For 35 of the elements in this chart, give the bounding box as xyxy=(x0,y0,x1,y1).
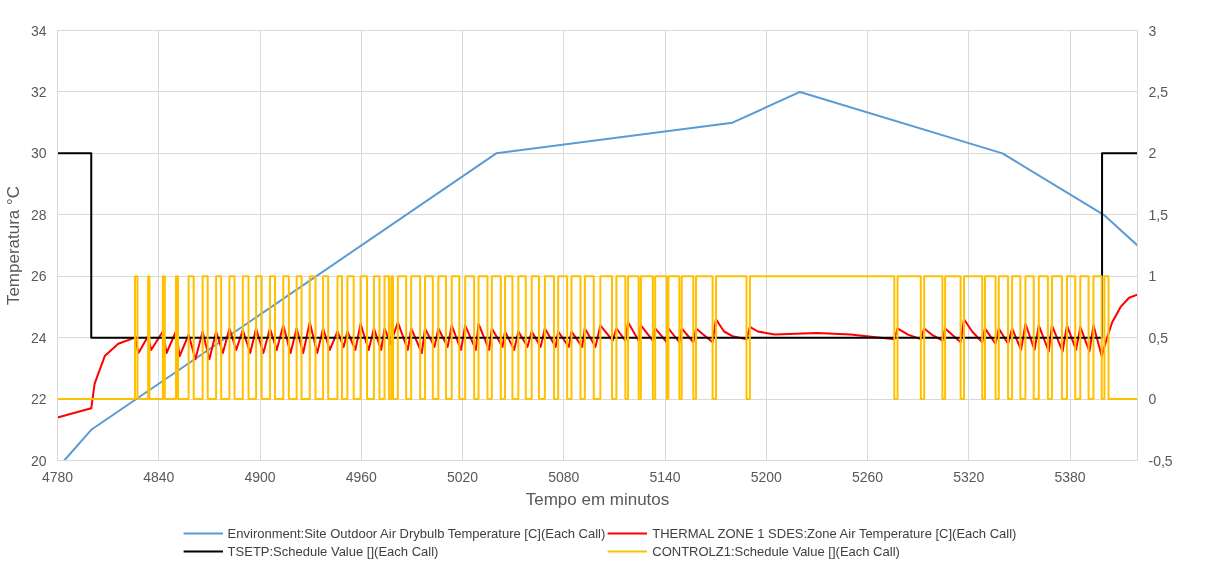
y-tick-label: 32 xyxy=(30,83,47,100)
x-tick-label: 5020 xyxy=(446,468,479,485)
y-tick-label: 20 xyxy=(30,452,47,469)
legend-label: TSETP:Schedule Value [](Each Call) xyxy=(227,543,439,559)
x-tick-label: 5200 xyxy=(750,468,783,485)
line-series xyxy=(63,90,1138,461)
y-tick-label: 22 xyxy=(30,391,47,408)
y2-tick-label: 0,5 xyxy=(1148,329,1169,346)
y-tick-label: 28 xyxy=(30,206,47,223)
y2-tick-label: 1 xyxy=(1148,268,1157,285)
y-tick-label: 24 xyxy=(30,329,47,346)
y2-tick-label: 2,5 xyxy=(1148,83,1169,100)
x-tick-label: 4840 xyxy=(143,468,175,485)
y2-tick-label: 3 xyxy=(1148,22,1157,39)
legend-label: THERMAL ZONE 1 SDES:Zone Air Temperature [C](Each Call) xyxy=(652,525,1017,541)
y2-tick-label: -0,5 xyxy=(1148,452,1173,469)
x-tick-label: 5080 xyxy=(548,468,580,485)
x-tick-label: 4960 xyxy=(345,468,378,485)
x-tick-label: 5320 xyxy=(953,468,985,485)
y2-tick-label: 1,5 xyxy=(1148,206,1169,223)
y2-tick-label: 2 xyxy=(1148,145,1157,162)
x-tick-label: 5260 xyxy=(851,468,884,485)
x-tick-label: 4780 xyxy=(41,468,74,485)
y2-tick-label: 0 xyxy=(1148,391,1157,408)
y-tick-label: 30 xyxy=(30,145,47,162)
x-tick-label: 5380 xyxy=(1054,468,1086,485)
legend-label: Environment:Site Outdoor Air Drybulb Temperature [C](Each Call) xyxy=(227,525,606,541)
legend-label: CONTROLZ1:Schedule Value [](Each Call) xyxy=(652,543,900,559)
x-tick-label: 5140 xyxy=(649,468,681,485)
line-series xyxy=(57,293,1138,419)
y-tick-label: 34 xyxy=(30,22,47,39)
x-tick-label: 4900 xyxy=(244,468,276,485)
x-axis-title: Tempo em minutos xyxy=(525,489,670,509)
y-axis-title: Temperatura °C xyxy=(3,185,23,306)
y-tick-label: 26 xyxy=(30,268,47,285)
